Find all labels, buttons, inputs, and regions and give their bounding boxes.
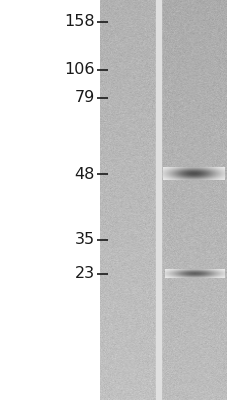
Text: 106: 106 [64, 62, 94, 78]
Text: 48: 48 [74, 166, 94, 182]
Text: 158: 158 [64, 14, 94, 30]
Text: 23: 23 [74, 266, 94, 282]
Text: 79: 79 [74, 90, 94, 106]
Bar [0, 0, 100, 400]
Bar [155, 0, 160, 400]
Text: 35: 35 [74, 232, 94, 248]
